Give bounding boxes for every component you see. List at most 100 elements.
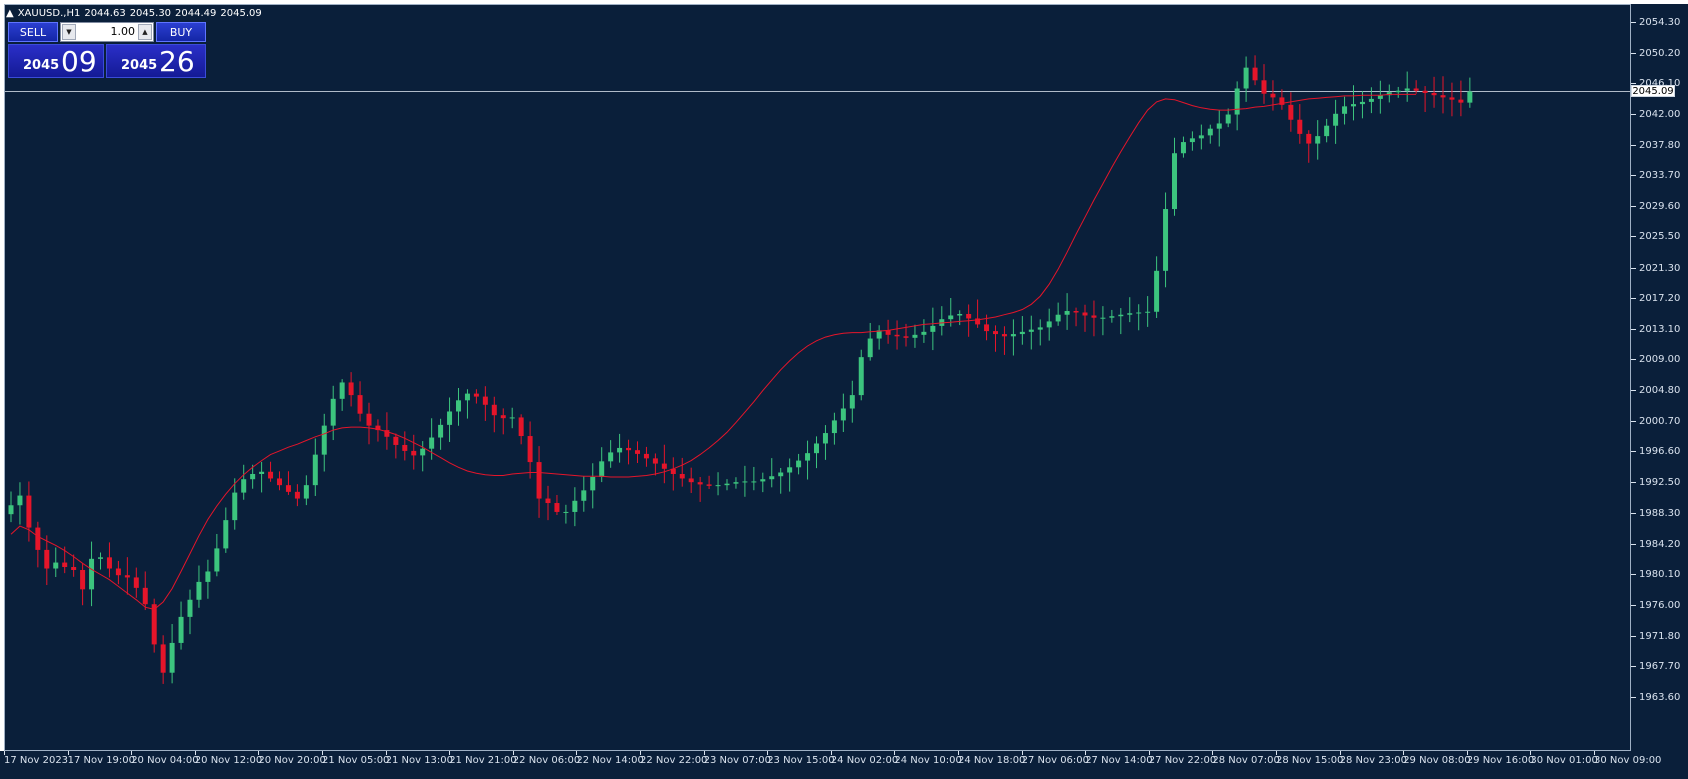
candle-body	[1207, 128, 1213, 136]
candle-body	[957, 313, 963, 316]
candle	[715, 472, 721, 496]
arrow-up-icon[interactable]: ▲	[138, 24, 152, 40]
candle-body	[366, 413, 372, 426]
candle	[697, 476, 703, 502]
candle-body	[169, 642, 175, 673]
price-tick-mark	[1631, 543, 1636, 545]
candle-body	[643, 453, 649, 459]
candle	[1234, 81, 1240, 131]
candle	[688, 467, 694, 493]
buy-button[interactable]: BUY	[156, 22, 206, 42]
candle	[1351, 85, 1356, 121]
candle	[312, 438, 318, 496]
candle	[912, 324, 918, 348]
sell-price-quote[interactable]: 2045 09	[8, 44, 104, 78]
price-tick-label: 2017.20	[1639, 293, 1681, 305]
time-tick-mark	[767, 751, 769, 755]
candle	[581, 476, 587, 512]
sell-button[interactable]: SELL	[8, 22, 58, 42]
candle	[294, 484, 300, 507]
candle	[572, 487, 578, 527]
candle-body	[1019, 331, 1025, 335]
candle	[840, 393, 846, 432]
candle-body	[1288, 104, 1294, 120]
price-tick-mark	[1631, 267, 1636, 269]
time-axis[interactable]: 17 Nov 2023 17 Nov 19:00 20 Nov 04:00 20 No…	[0, 751, 1688, 779]
time-tick-label: 24 Nov 18:00	[958, 755, 1026, 766]
lot-size-value[interactable]: 1.00	[110, 25, 136, 38]
price-tick-mark	[1631, 52, 1636, 54]
time-tick-label: 22 Nov 22:00	[640, 755, 708, 766]
candle	[1145, 296, 1151, 327]
candle	[1270, 80, 1276, 111]
candle-body	[44, 549, 50, 569]
candle-body	[1100, 317, 1106, 319]
candle-body	[1342, 106, 1348, 114]
candle-body	[787, 467, 793, 473]
candle-body	[1163, 209, 1169, 271]
candle-body	[160, 644, 166, 673]
candle	[1395, 86, 1401, 98]
candle	[1082, 304, 1088, 332]
candle	[1055, 302, 1061, 326]
candle-body	[1172, 153, 1177, 210]
price-chart[interactable]	[4, 4, 1631, 751]
candle	[787, 458, 793, 492]
candle	[814, 436, 819, 469]
time-tick-mark	[703, 751, 705, 755]
candle	[1297, 104, 1303, 144]
price-tick-label: 1984.20	[1639, 538, 1681, 550]
candle-body	[1145, 311, 1151, 313]
candle	[527, 421, 533, 479]
lot-size-field[interactable]: ▼ 1.00 ▲	[60, 22, 154, 42]
price-tick-label: 2046.10	[1639, 78, 1681, 90]
price-tick-mark	[1631, 359, 1636, 361]
candle	[133, 567, 139, 598]
candle	[447, 397, 453, 442]
candle	[259, 461, 265, 493]
candle-body	[715, 485, 721, 487]
sell-price-main: 2045	[23, 58, 60, 73]
candle-body	[1279, 97, 1285, 105]
time-tick-label: 28 Nov 23:00	[1339, 755, 1408, 766]
candle	[1261, 64, 1267, 104]
candle-body	[456, 400, 461, 412]
candle	[1458, 80, 1464, 117]
price-tick-label: 2009.00	[1639, 354, 1681, 366]
candle-body	[1333, 113, 1339, 126]
candle	[17, 482, 23, 525]
price-tick-label: 1980.10	[1639, 569, 1681, 581]
price-tick-mark	[1631, 328, 1636, 330]
candle-body	[1046, 321, 1052, 328]
candle	[894, 320, 900, 350]
arrow-down-icon[interactable]: ▼	[62, 24, 76, 40]
price-tick-mark	[1631, 513, 1636, 515]
candle	[1368, 87, 1374, 114]
candle-body	[545, 498, 551, 504]
time-tick-mark	[830, 751, 832, 755]
candle-body	[930, 325, 936, 332]
symbol-header: ▲ XAUUSD.,H1 2044.63 2045.30 2044.49 2045.09	[6, 8, 266, 20]
candle-body	[53, 562, 59, 569]
candle	[303, 475, 309, 506]
candlestick-plot[interactable]	[5, 5, 1631, 751]
candle-body	[509, 417, 515, 419]
candle-body	[912, 334, 918, 338]
time-tick-mark	[67, 751, 69, 755]
candle	[1306, 130, 1312, 163]
candle	[160, 635, 166, 684]
candle-body	[993, 331, 998, 335]
candle-body	[402, 444, 408, 451]
buy-price-quote[interactable]: 2045 26	[106, 44, 206, 78]
candle	[321, 413, 327, 472]
price-tick-mark	[1631, 22, 1636, 23]
price-axis[interactable]: 2054.30 2050.20 2046.10 2042.00 2037.80 2033.…	[1631, 4, 1688, 751]
candle-body	[142, 587, 148, 605]
candle-body	[464, 393, 470, 401]
triangle-up-icon[interactable]: ▲	[6, 8, 14, 19]
candle	[1377, 80, 1383, 114]
candle-body	[670, 468, 676, 474]
time-tick-mark	[1466, 751, 1468, 755]
candle	[921, 319, 927, 343]
candle	[1109, 309, 1115, 323]
